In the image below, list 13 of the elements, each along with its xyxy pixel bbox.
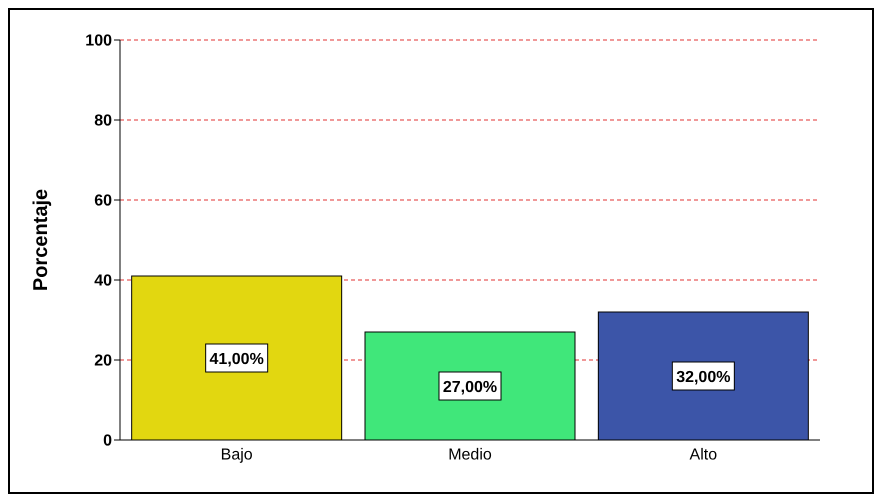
x-tick-label: Alto xyxy=(690,446,718,464)
y-tick-label: 0 xyxy=(103,432,112,450)
x-tick-label: Medio xyxy=(448,446,492,464)
x-tick-label: Bajo xyxy=(220,446,253,464)
y-tick-label: 60 xyxy=(94,192,112,210)
y-tick-label: 80 xyxy=(94,112,112,130)
data-label: 41,00% xyxy=(210,351,264,368)
y-axis-title: Porcentaje xyxy=(30,188,52,292)
data-label: 32,00% xyxy=(676,369,730,386)
data-label: 27,00% xyxy=(442,379,498,396)
y-tick-label: 20 xyxy=(94,352,112,370)
y-tick-label: 100 xyxy=(85,32,112,50)
y-tick-label: 40 xyxy=(94,272,112,290)
